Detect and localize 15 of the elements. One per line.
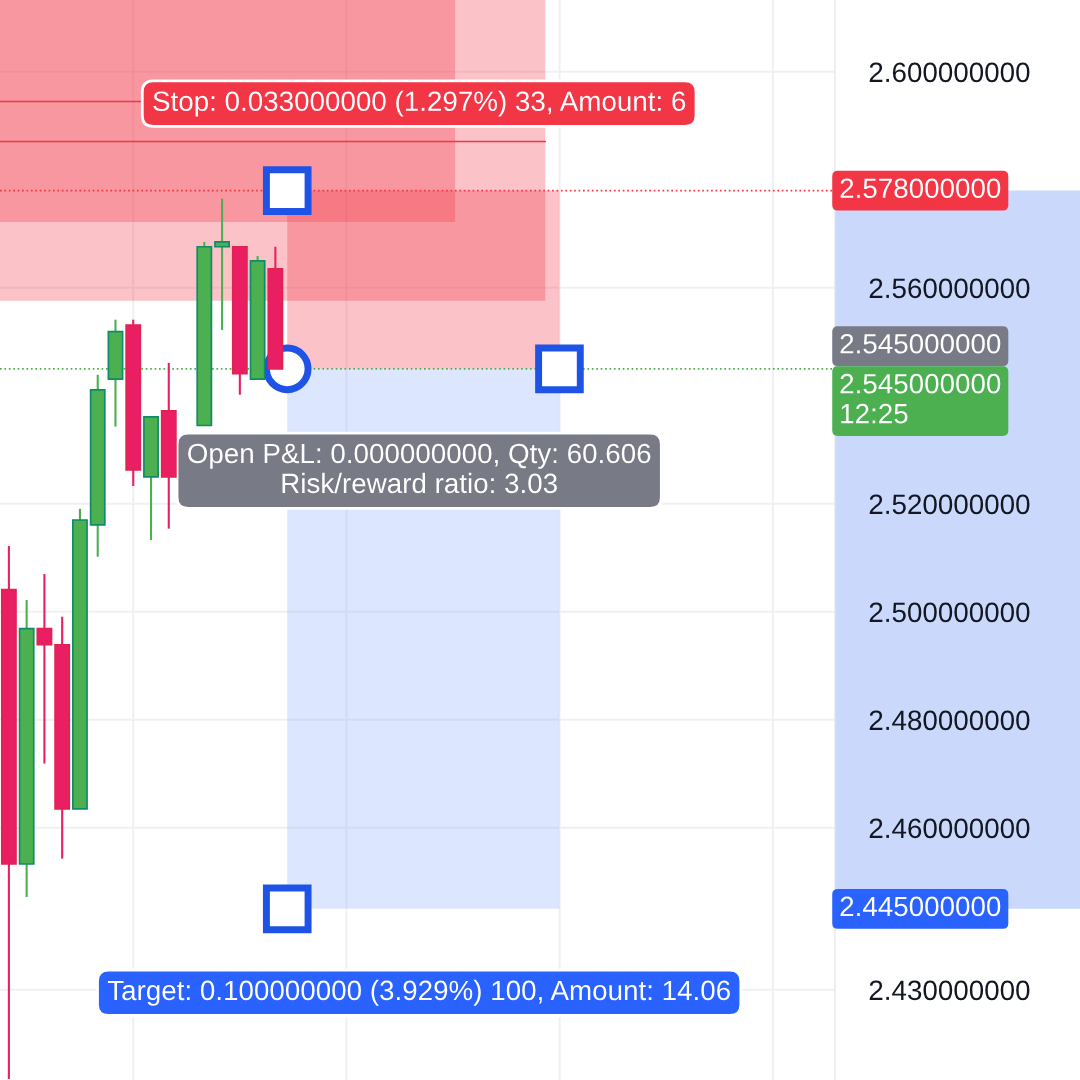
candlestick xyxy=(36,572,53,765)
ref-line-label: 2.578000000 xyxy=(840,178,1001,199)
annotation: Target: 0.100000000 (3.929%) 100, Amount: 14.06 xyxy=(107,979,730,1006)
y-tick-label: 2.600000000 xyxy=(869,62,1030,83)
ref-line-label: 2.545000000 12:25 xyxy=(840,373,1001,424)
y-tick-label: 2.480000000 xyxy=(869,710,1030,731)
text: 2.445000000 xyxy=(840,896,1001,917)
text: 2.545000000 xyxy=(840,333,1001,354)
y-tick-label: 2.520000000 xyxy=(869,494,1030,515)
y-tick-label: 2.460000000 xyxy=(869,818,1030,839)
y-tick-label: 2.500000000 xyxy=(869,602,1030,623)
y-tick-label: 2.430000000 xyxy=(869,980,1030,1001)
y-tick-label: 2.560000000 xyxy=(869,278,1030,299)
annotation: Open P&L: 0.000000000, Qty: 60.606 Risk/reward ratio: 3.03 xyxy=(188,443,651,494)
candlestick xyxy=(214,197,231,331)
